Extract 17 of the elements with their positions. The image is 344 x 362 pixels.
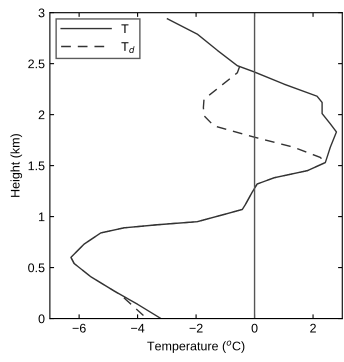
- x-tick-label: −4: [131, 324, 144, 332]
- line-series: [70, 18, 338, 319]
- y-axis-title: Height (km): [10, 134, 22, 197]
- x-tick-label: 0: [252, 324, 258, 333]
- y-tick-label: 2.5: [28, 59, 44, 68]
- x-tick-label: −2: [190, 324, 203, 332]
- y-tick-label: 0.5: [28, 263, 44, 272]
- y-tick-label: 0: [38, 314, 45, 324]
- x-tick-label: 2: [310, 324, 316, 332]
- y-tick-label: 2: [38, 110, 44, 120]
- x-tick-label: −6: [72, 324, 86, 333]
- x-axis-title: Temperature ($^{o}$C): [147, 340, 244, 353]
- legend-label: T: [121, 24, 128, 33]
- y-tick-label: 1: [39, 212, 44, 222]
- y-tick-label: 3: [38, 8, 44, 18]
- legend-label: T$_{d}$: [121, 42, 134, 54]
- y-tick-label: 1.5: [28, 162, 44, 170]
